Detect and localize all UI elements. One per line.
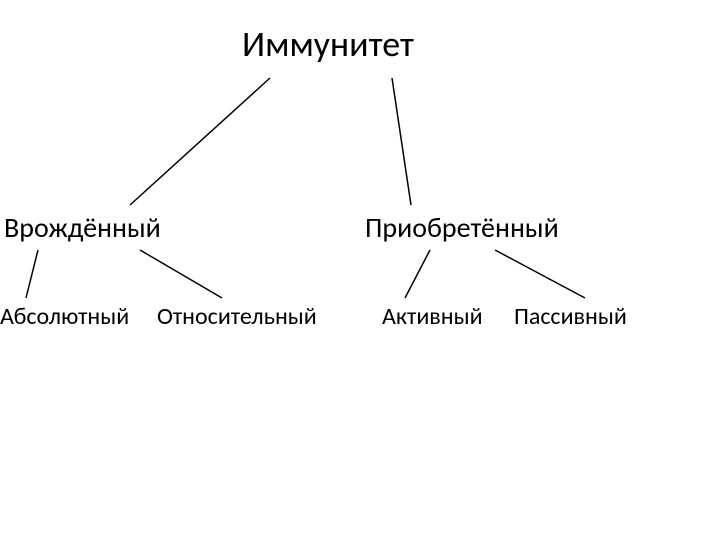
edge-left-leaf1 — [26, 250, 38, 298]
edge-right-leaf4 — [495, 250, 585, 298]
node-root: Иммунитет — [242, 22, 414, 66]
node-leaf1: Абсолютный — [0, 302, 129, 331]
node-leaf4: Пассивный — [514, 302, 627, 331]
edge-root-right — [392, 78, 411, 205]
node-right: Приобретённый — [365, 210, 559, 245]
tree-diagram: Иммунитет Врождённый Приобретённый Абсол… — [0, 0, 720, 540]
edge-right-leaf3 — [405, 250, 430, 298]
node-leaf3: Активный — [382, 302, 483, 331]
node-left: Врождённый — [4, 210, 161, 245]
diagram-edges — [0, 0, 720, 540]
edge-left-leaf2 — [140, 250, 222, 298]
edge-root-left — [130, 78, 270, 205]
node-leaf2: Относительный — [157, 302, 317, 331]
